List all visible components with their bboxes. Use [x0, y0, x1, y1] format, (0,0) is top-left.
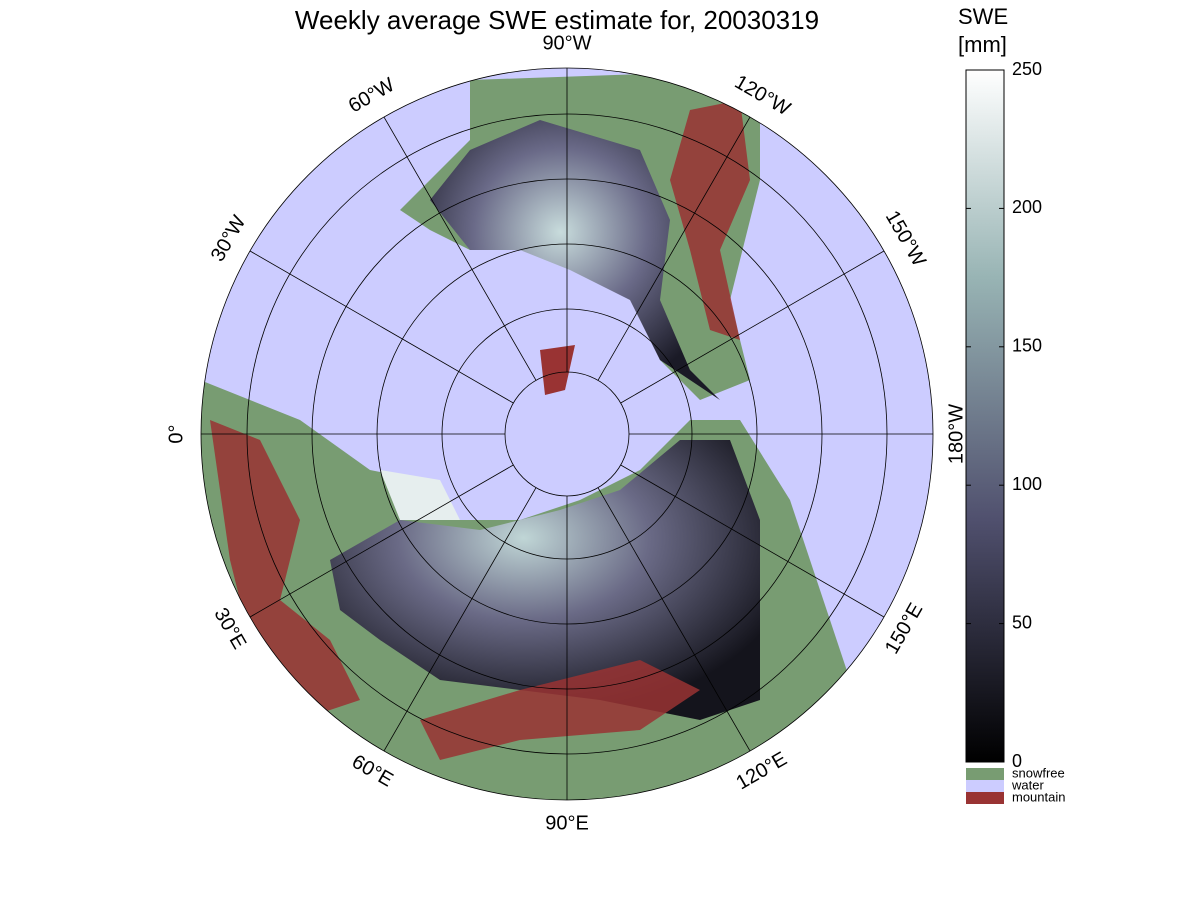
meridian — [597, 116, 751, 381]
meridian — [383, 116, 537, 381]
land-mountain — [420, 660, 700, 760]
legend-label: snowfree — [1012, 765, 1065, 780]
land-mountain — [670, 100, 750, 340]
meridian — [620, 250, 885, 404]
map-title: Weekly average SWE estimate for, 2003031… — [295, 5, 819, 35]
colorbar — [965, 69, 1005, 763]
colorbar-tick-label: 50 — [1012, 612, 1032, 632]
land-mountain — [540, 345, 575, 395]
legend-label: mountain — [1012, 789, 1065, 804]
land-snow — [430, 120, 720, 400]
colorbar-title: [mm] — [958, 32, 1007, 57]
meridian-label: 180°W — [945, 404, 967, 464]
meridian — [249, 250, 514, 404]
colorbar-tick-label: 150 — [1012, 336, 1042, 356]
meridian — [249, 464, 514, 618]
meridian-label: 60°W — [345, 74, 399, 118]
map — [201, 68, 933, 800]
meridian-label: 30°W — [207, 212, 251, 266]
meridian — [383, 487, 537, 752]
meridian-label: 60°E — [348, 751, 397, 792]
graticule — [200, 67, 934, 801]
colorbar-tick-label: 250 — [1012, 59, 1042, 79]
colorbar-title: SWE — [958, 4, 1008, 29]
meridian-label: 30°E — [209, 604, 250, 653]
colorbar-tick-label: 200 — [1012, 197, 1042, 217]
meridian — [597, 487, 751, 752]
legend-swatch — [966, 792, 1004, 804]
colorbar-tick-label: 0 — [1012, 751, 1022, 771]
meridian-label: 90°E — [545, 812, 589, 834]
meridian — [620, 464, 885, 618]
colorbar-tick-label: 100 — [1012, 474, 1042, 494]
land-mountain — [210, 420, 360, 720]
land-snow — [330, 440, 760, 720]
meridian-label: 90°W — [542, 32, 591, 54]
meridian-label: 0° — [165, 424, 187, 443]
legend-label: water — [1011, 777, 1044, 792]
legend-swatch — [966, 768, 1004, 780]
legend-swatch — [966, 780, 1004, 792]
